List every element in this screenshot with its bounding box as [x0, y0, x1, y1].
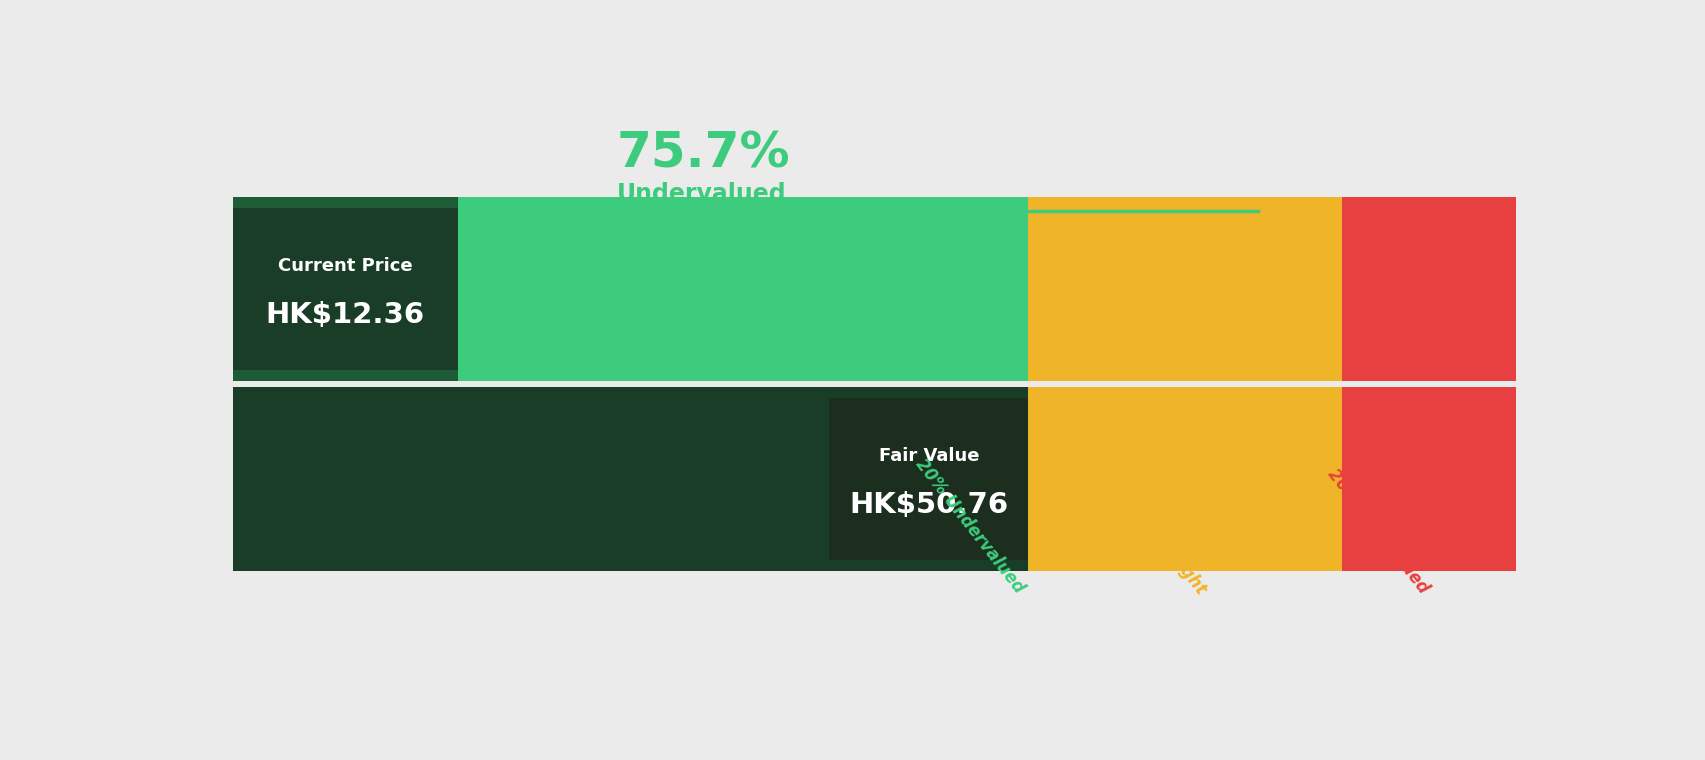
- Text: HK$50.76: HK$50.76: [849, 491, 1008, 519]
- Bar: [1028, 387, 1342, 571]
- Bar: [234, 207, 457, 370]
- Text: 20% Overvalued: 20% Overvalued: [1323, 465, 1432, 597]
- Bar: [1342, 387, 1514, 571]
- Text: Current Price: Current Price: [278, 257, 413, 275]
- Text: HK$12.36: HK$12.36: [266, 301, 425, 328]
- Bar: [1028, 197, 1342, 381]
- Text: Fair Value: Fair Value: [878, 447, 979, 465]
- Bar: [1342, 197, 1514, 381]
- Text: 20% Undervalued: 20% Undervalued: [912, 455, 1028, 597]
- Text: 75.7%: 75.7%: [616, 129, 789, 177]
- Bar: [829, 397, 1028, 560]
- Text: Undervalued: Undervalued: [616, 182, 786, 206]
- Text: About Right: About Right: [1127, 498, 1209, 597]
- Bar: [234, 197, 457, 381]
- Bar: [457, 197, 1028, 381]
- Bar: [234, 387, 1028, 571]
